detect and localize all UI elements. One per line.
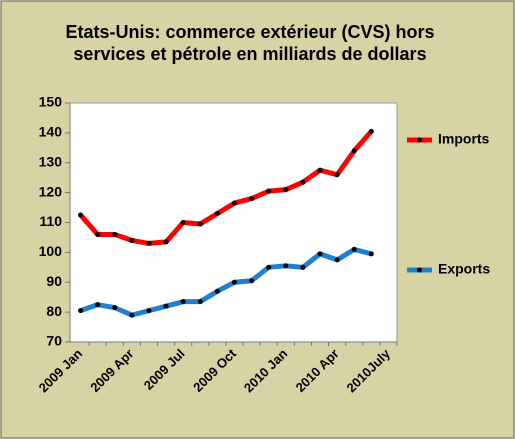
y-tick-label: 140 bbox=[39, 124, 63, 140]
data-point bbox=[112, 305, 118, 311]
data-point bbox=[129, 237, 135, 243]
data-point bbox=[95, 231, 101, 237]
y-tick-label: 110 bbox=[39, 213, 62, 229]
data-point bbox=[112, 231, 118, 237]
y-tick-label: 150 bbox=[39, 94, 63, 110]
data-point bbox=[180, 299, 186, 305]
data-point bbox=[129, 312, 135, 318]
data-point bbox=[368, 128, 374, 134]
data-point bbox=[283, 263, 289, 269]
y-tick-label: 130 bbox=[39, 153, 63, 169]
y-tick-label: 120 bbox=[39, 183, 63, 199]
data-point bbox=[249, 278, 255, 284]
data-point bbox=[232, 200, 237, 206]
plot-area bbox=[69, 102, 398, 343]
y-tick-label: 80 bbox=[46, 303, 62, 319]
y-tick-label: 100 bbox=[39, 243, 63, 259]
data-point bbox=[266, 188, 272, 194]
data-point bbox=[317, 251, 323, 257]
data-point bbox=[368, 251, 374, 257]
series-line bbox=[79, 246, 372, 318]
data-point bbox=[214, 288, 220, 294]
data-point bbox=[95, 302, 101, 308]
data-point bbox=[266, 264, 272, 270]
data-point bbox=[232, 279, 237, 285]
data-point bbox=[146, 240, 152, 246]
legend-label: Exports bbox=[438, 261, 490, 277]
data-point bbox=[163, 239, 169, 245]
data-point bbox=[78, 308, 84, 314]
data-point bbox=[197, 299, 203, 305]
data-point bbox=[197, 221, 203, 227]
data-point bbox=[317, 167, 323, 173]
data-point bbox=[163, 303, 169, 309]
legend-marker bbox=[417, 137, 422, 143]
chart-title: Etats-Unis: commerce extérieur (CVS) hor… bbox=[65, 22, 434, 42]
data-point bbox=[300, 264, 306, 270]
data-point bbox=[334, 257, 340, 263]
data-point bbox=[78, 212, 84, 218]
legend-label: Imports bbox=[438, 131, 490, 147]
series-line bbox=[78, 129, 374, 246]
y-tick-label: 90 bbox=[46, 273, 62, 289]
chart-title: services et pétrole en milliards de doll… bbox=[73, 44, 426, 64]
data-point bbox=[249, 196, 255, 202]
data-point bbox=[334, 172, 340, 178]
data-point bbox=[214, 211, 220, 217]
data-point bbox=[351, 148, 357, 154]
data-point bbox=[300, 179, 306, 185]
y-tick-label: 70 bbox=[46, 333, 62, 349]
data-point bbox=[180, 220, 186, 225]
data-point bbox=[351, 246, 357, 252]
legend-marker bbox=[417, 267, 422, 273]
data-point bbox=[283, 187, 289, 193]
data-point bbox=[146, 308, 152, 314]
